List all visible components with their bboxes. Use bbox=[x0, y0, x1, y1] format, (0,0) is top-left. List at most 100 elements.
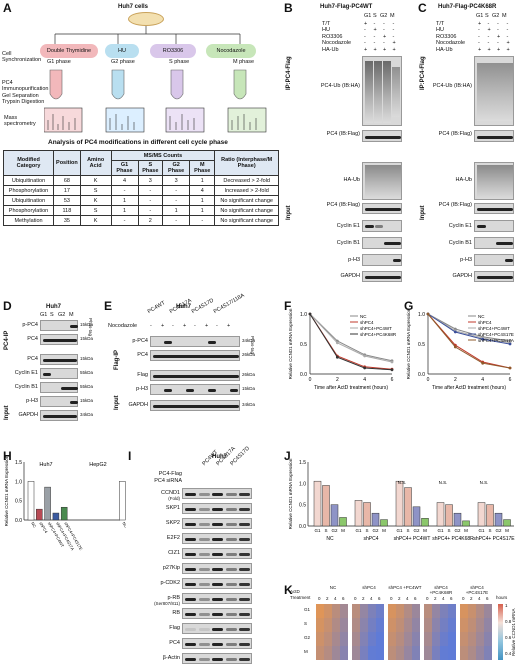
heat-cell bbox=[476, 646, 484, 660]
c-side-input: Input bbox=[420, 205, 426, 220]
e-sign: + bbox=[227, 323, 231, 329]
e-blot bbox=[150, 400, 240, 411]
condition-sign: - bbox=[364, 40, 366, 47]
b-label-pc4-input: PC4 (IB:Flag) bbox=[326, 202, 360, 208]
e-sign: + bbox=[161, 323, 165, 329]
x-tick: M bbox=[382, 528, 386, 533]
x-tick: 0 bbox=[427, 377, 430, 383]
ms-spectra bbox=[44, 107, 267, 133]
x-tick: G2 bbox=[413, 528, 420, 533]
heat-cell bbox=[460, 618, 468, 632]
ptm-cell: - bbox=[137, 195, 164, 206]
d-mw: 15kDa bbox=[80, 398, 94, 403]
c-label-haub: HA-Ub bbox=[455, 177, 472, 183]
condition-sign: - bbox=[392, 27, 395, 34]
bar bbox=[503, 519, 511, 527]
heat-cell bbox=[440, 646, 448, 660]
k-actd: ActD bbox=[290, 589, 300, 594]
ptm-cell: Phosphorylation bbox=[2, 205, 55, 216]
bar bbox=[404, 487, 412, 527]
i-blot bbox=[182, 533, 252, 544]
treatment-2: HU bbox=[105, 44, 139, 58]
i-blot bbox=[182, 593, 252, 604]
phase-3: S phase bbox=[169, 59, 190, 65]
k-time: 6 bbox=[342, 596, 345, 601]
ptm-cell: No significant change bbox=[214, 205, 279, 216]
d-blot bbox=[40, 354, 78, 365]
ptm-cell: S bbox=[79, 205, 112, 216]
heat-cell bbox=[460, 604, 468, 618]
c-blot-haub bbox=[474, 162, 514, 200]
chart-h: 0.0 0.5 1.0 1.5 Relative CCND1 mRNA Expressi… bbox=[4, 456, 126, 551]
b-label-haub: HA-Ub bbox=[343, 177, 360, 183]
k-row-label: S bbox=[304, 621, 308, 626]
heat-cell bbox=[468, 618, 476, 632]
i-blot-label: SKP2 bbox=[165, 520, 180, 526]
ptm-cell: 68 bbox=[53, 175, 81, 186]
ptm-cell: K bbox=[79, 215, 112, 226]
ptm-cell: K bbox=[79, 195, 112, 206]
c-blot-ub bbox=[474, 56, 514, 126]
x-tick: G2 bbox=[454, 528, 461, 533]
k-time: 6 bbox=[414, 596, 417, 601]
x-tick: 6 bbox=[391, 377, 394, 383]
heat-cell bbox=[388, 618, 396, 632]
b-label-pc4: PC4 (IB:Flag) bbox=[326, 131, 360, 137]
heat-cell bbox=[468, 632, 476, 646]
x-tick: G1 bbox=[314, 528, 321, 533]
x-tick: 4 bbox=[481, 377, 484, 383]
treatment-1: Double Thymidine bbox=[40, 44, 98, 58]
ptm-cell: 17 bbox=[53, 185, 81, 196]
bar bbox=[313, 480, 322, 527]
treatment-3: RO3306 bbox=[150, 44, 196, 58]
d-phos-tag: Phos-tag bbox=[88, 318, 93, 337]
bar bbox=[494, 512, 503, 527]
x-tick: G1 bbox=[437, 528, 444, 533]
c-side-ip: IP:PC4-Flag bbox=[420, 56, 426, 90]
condition-sign: - bbox=[478, 27, 480, 34]
ptm-cell: 4 bbox=[110, 175, 139, 186]
ptm-cell: - bbox=[162, 185, 191, 196]
k-scale-tick: 0.4 bbox=[505, 651, 512, 656]
heat-cell bbox=[368, 604, 376, 618]
condition-sign: + bbox=[392, 46, 396, 53]
heat-cell bbox=[460, 632, 468, 646]
bar bbox=[322, 485, 330, 527]
d-blot bbox=[40, 382, 78, 393]
y-tick: 0.5 bbox=[300, 342, 307, 348]
step2-label: PC4 Immunopurification Gel Separation Tr… bbox=[2, 80, 49, 105]
condition-sign: + bbox=[364, 21, 368, 27]
y-tick: 0.0 bbox=[418, 372, 425, 378]
th-position: Position bbox=[53, 150, 81, 176]
heat-cell bbox=[404, 604, 412, 618]
x-tick: S bbox=[324, 528, 327, 533]
condition-sign: + bbox=[487, 46, 491, 53]
e-noc: Nocodazole bbox=[108, 323, 138, 329]
heat-cell bbox=[388, 646, 396, 660]
heat-cell bbox=[432, 618, 440, 632]
condition-sign: + bbox=[373, 27, 377, 34]
k-scale-tick: 0.6 bbox=[505, 635, 512, 640]
heat-cell bbox=[468, 646, 476, 660]
legend-label: shPC4+PC4S17E bbox=[478, 332, 514, 337]
condition-label: HU bbox=[322, 27, 330, 34]
heat-cell bbox=[432, 632, 440, 646]
e-sign: + bbox=[183, 323, 187, 329]
heat-cell bbox=[324, 618, 332, 632]
i-blot-sublabel: (Fold) bbox=[168, 496, 180, 501]
y-tick: 0.5 bbox=[299, 503, 306, 509]
condition-sign: - bbox=[383, 21, 385, 27]
x-tick: G1 bbox=[396, 528, 403, 533]
k-time: 6 bbox=[486, 596, 489, 601]
heat-cell bbox=[404, 646, 412, 660]
heat-cell bbox=[412, 632, 420, 646]
heat-cell bbox=[424, 604, 432, 618]
c-blot-ph3 bbox=[474, 254, 514, 266]
b-blot-e1 bbox=[362, 220, 402, 232]
heat-cell bbox=[376, 646, 384, 660]
condition-label: HU bbox=[436, 27, 444, 34]
ptm-cell: 2 bbox=[137, 215, 164, 226]
legend-label: shPC4+PC4S17A bbox=[478, 338, 514, 343]
